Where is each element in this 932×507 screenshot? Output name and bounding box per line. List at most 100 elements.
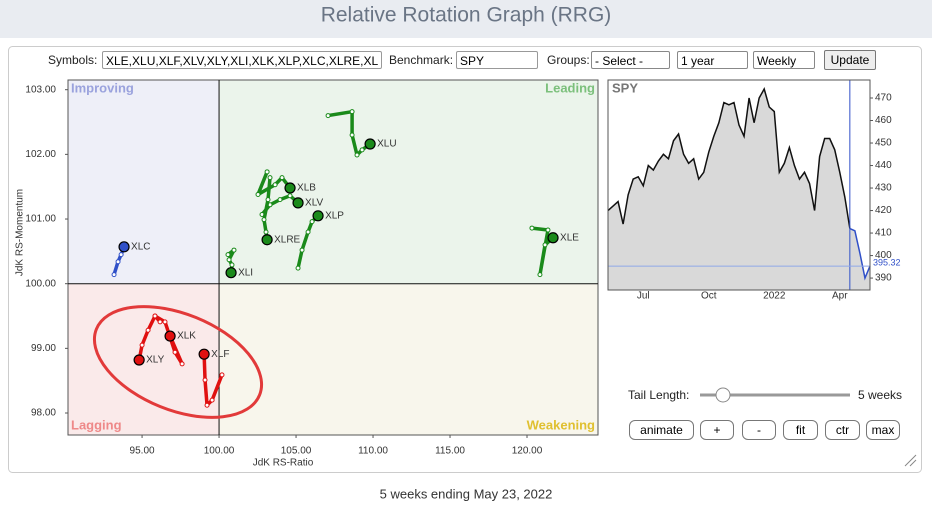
tail-point	[354, 152, 360, 158]
tail-point	[264, 169, 270, 175]
tail-point	[255, 191, 261, 197]
series-label: XLB	[297, 183, 316, 194]
head-point[interactable]	[284, 182, 296, 194]
tail-point	[263, 229, 269, 235]
tail-point	[145, 327, 151, 333]
head-point[interactable]	[133, 354, 145, 366]
tail-point	[202, 377, 208, 383]
tail-point	[265, 197, 271, 203]
head-point[interactable]	[225, 267, 237, 279]
series-label: XLK	[177, 331, 196, 342]
x-tick-label: Jul	[637, 291, 650, 302]
chart-title: SPY	[612, 80, 638, 95]
benchmark-input[interactable]: SPY	[456, 51, 538, 69]
control-button[interactable]: max	[866, 420, 900, 440]
tail-point	[267, 175, 273, 181]
y-tick-label: 410	[875, 228, 892, 239]
frequency-select[interactable]: Weekly	[753, 51, 815, 69]
groups-select[interactable]: - Select -	[591, 51, 670, 69]
y-tick-label: 440	[875, 160, 892, 171]
tail-point	[118, 252, 124, 258]
series-label: XLU	[377, 139, 396, 150]
x-tick-label: 110.00	[358, 446, 388, 457]
update-button[interactable]: Update	[824, 50, 876, 70]
tail-point	[162, 319, 168, 325]
head-point[interactable]	[292, 197, 304, 209]
tail-point	[115, 259, 121, 265]
tail-point	[545, 227, 551, 233]
tail-point	[231, 247, 237, 253]
head-point[interactable]	[118, 241, 130, 253]
y-tick-label: 430	[875, 183, 892, 194]
y-tick-label: 103.00	[25, 84, 56, 95]
control-button[interactable]: ctr	[825, 420, 860, 440]
head-point[interactable]	[164, 330, 176, 342]
x-tick-label: 105.00	[281, 446, 312, 457]
y-tick-label: 460	[875, 115, 892, 126]
annotation-ellipse	[92, 305, 264, 419]
series-label: XLP	[325, 210, 344, 221]
last-value-label: 395.32	[873, 257, 901, 267]
tail-length-value: 5 weeks	[858, 388, 903, 402]
tail-point	[226, 257, 232, 263]
page-title: Relative Rotation Graph (RRG)	[321, 4, 612, 27]
tail-point	[359, 147, 365, 153]
x-tick-label: 95.00	[130, 446, 155, 457]
tail-point	[299, 247, 305, 253]
tail-point	[325, 113, 331, 119]
quadrant-label: Weakening	[527, 417, 595, 432]
resize-grip	[904, 454, 917, 467]
control-button[interactable]: +	[700, 420, 734, 440]
x-tick-label: Apr	[832, 291, 848, 302]
tail-length-label: Tail Length:	[628, 388, 690, 402]
head-point[interactable]	[312, 210, 324, 222]
y-tick-label: 100.00	[25, 278, 56, 289]
control-button[interactable]: -	[742, 420, 776, 440]
tail-point	[349, 132, 355, 138]
tail-point	[287, 193, 293, 199]
tail-point	[349, 109, 355, 115]
y-tick-label: 101.00	[25, 214, 56, 225]
tail-point	[272, 182, 278, 188]
y-tick-label: 99.00	[31, 343, 56, 354]
plot-frame	[607, 79, 871, 291]
series-label: XLRE	[274, 234, 300, 245]
tail-point	[225, 252, 231, 258]
x-tick-label: 120.00	[512, 446, 543, 457]
series-label: XLY	[146, 355, 164, 366]
x-tick-label: 2022	[763, 291, 786, 302]
tail-point	[179, 361, 185, 367]
head-point[interactable]	[261, 234, 273, 246]
y-tick-label: 98.00	[31, 408, 56, 419]
symbols-input[interactable]: XLE,XLU,XLF,XLV,XLY,XLI,XLK,XLP,XLC,XLRE…	[102, 51, 382, 69]
tail-point	[229, 262, 235, 268]
head-point[interactable]	[547, 232, 559, 244]
tail-point	[209, 397, 215, 403]
price-line	[849, 227, 871, 281]
rrg-chart: Improving Leading Lagging Weakening 95.00 100…	[15, 79, 599, 469]
tail-point	[219, 372, 225, 378]
control-button[interactable]: fit	[783, 420, 818, 440]
tail-point	[111, 272, 117, 278]
y-tick-label: 450	[875, 138, 892, 149]
slider-knob[interactable]	[715, 387, 731, 403]
tail-point	[261, 217, 267, 223]
quadrant-label: Lagging	[71, 417, 122, 432]
area	[849, 228, 870, 290]
x-axis-title: JdK RS-Ratio	[253, 458, 314, 469]
period-select[interactable]: 1 year	[677, 51, 748, 69]
area	[608, 89, 850, 291]
series-label: XLE	[560, 232, 579, 243]
symbols-label: Symbols:	[48, 53, 98, 67]
x-tick-label: 100.00	[204, 446, 235, 457]
x-tick-label: 115.00	[435, 446, 465, 457]
quadrant	[68, 80, 220, 284]
y-tick-label: 390	[875, 273, 892, 284]
quadrant	[219, 80, 598, 284]
head-point[interactable]	[198, 348, 210, 360]
tail-point	[157, 319, 163, 325]
control-button[interactable]: animate	[629, 420, 694, 440]
price-line	[607, 87, 851, 229]
head-point[interactable]	[364, 138, 376, 150]
